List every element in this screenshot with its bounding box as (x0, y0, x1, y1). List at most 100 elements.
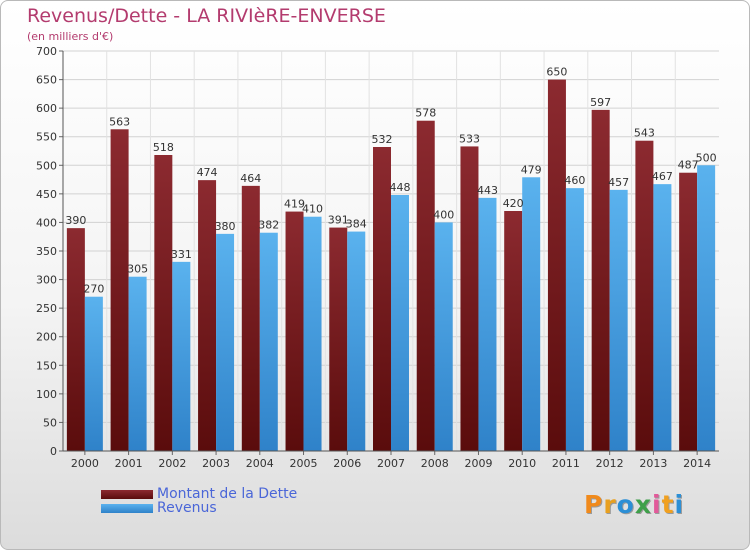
x-tick-label-2008: 2008 (421, 457, 449, 470)
bar-revenus-2014 (697, 165, 716, 452)
bar-dette-2009 (460, 146, 479, 451)
bar-revenus-2008 (434, 222, 453, 451)
label-dette-2009: 533 (459, 132, 480, 145)
proxiti-logo: Proxiti (584, 490, 685, 519)
y-tick-label: 200 (36, 331, 57, 344)
bar-revenus-2004 (259, 232, 278, 451)
y-axis: 0 50 100 150 200 250 300 350 400 450 500 550 600 650 7… (36, 45, 64, 458)
bar-dette-2010 (504, 211, 523, 451)
x-tick-label-2013: 2013 (639, 457, 667, 470)
legend-swatch-dette (101, 490, 153, 499)
label-revenus-2010: 479 (521, 163, 542, 176)
y-tick-label: 500 (36, 159, 57, 172)
y-tick-label: 450 (36, 188, 57, 201)
bar-dette-2013 (635, 140, 654, 451)
legend-swatch-revenus (101, 504, 153, 513)
y-tick-label: 0 (50, 445, 57, 458)
x-tick-label-2007: 2007 (377, 457, 405, 470)
label-revenus-2005: 410 (302, 203, 323, 216)
label-dette-2005: 419 (284, 198, 305, 211)
bar-dette-2014 (679, 172, 698, 451)
y-tick-label: 400 (36, 216, 57, 229)
bar-dette-2005 (285, 211, 304, 451)
label-revenus-2004: 382 (258, 219, 279, 232)
bar-dette-2008 (416, 120, 435, 451)
x-tick-label-2002: 2002 (158, 457, 186, 470)
x-tick-label-2001: 2001 (115, 457, 143, 470)
label-dette-2014: 487 (678, 159, 699, 172)
bar-revenus-2005 (303, 216, 322, 451)
y-tick-label: 600 (36, 102, 57, 115)
label-dette-2003: 474 (197, 166, 218, 179)
bar-revenus-2013 (653, 184, 672, 451)
bar-dette-2003 (198, 180, 217, 451)
x-tick-label-2006: 2006 (333, 457, 361, 470)
label-dette-2010: 420 (503, 197, 524, 210)
legend-label-revenus: Revenus (157, 500, 217, 516)
label-revenus-2008: 400 (433, 208, 454, 221)
label-revenus-2000: 270 (83, 283, 104, 296)
y-tick-label: 700 (36, 45, 57, 58)
bar-revenus-2002 (172, 261, 191, 451)
bar-dette-2006 (329, 227, 348, 451)
bar-revenus-2009 (478, 197, 497, 451)
y-tick-label: 300 (36, 274, 57, 287)
bar-revenus-2006 (347, 231, 366, 451)
label-revenus-2007: 448 (390, 181, 411, 194)
bar-dette-2007 (373, 147, 391, 451)
label-revenus-2012: 457 (608, 176, 629, 189)
y-tick-label: 350 (36, 245, 57, 258)
legend-label-dette: Montant de la Dette (157, 486, 298, 502)
bar-revenus-2007 (391, 195, 409, 451)
x-tick-label-2010: 2010 (508, 457, 536, 470)
bar-revenus-2012 (609, 189, 628, 451)
label-revenus-2002: 331 (171, 248, 192, 261)
x-tick-label-2009: 2009 (464, 457, 492, 470)
y-tick-label: 50 (43, 416, 57, 429)
label-revenus-2009: 443 (477, 184, 498, 197)
x-tick-label-2014: 2014 (683, 457, 711, 470)
y-tick-label: 650 (36, 74, 57, 87)
label-revenus-2014: 500 (696, 151, 717, 164)
label-dette-2000: 390 (65, 214, 86, 227)
x-tick-label-2004: 2004 (246, 457, 274, 470)
label-dette-2012: 597 (590, 96, 611, 109)
x-axis: 2000 2001 2002 2003 2004 2005 2006 2007 2008 2009… (63, 450, 719, 470)
bar-dette-2002 (154, 155, 173, 451)
y-tick-label: 100 (36, 388, 57, 401)
y-tick-label: 150 (36, 359, 57, 372)
bar-dette-2000 (66, 228, 85, 451)
bars (66, 79, 716, 452)
x-tick-label-2000: 2000 (71, 457, 99, 470)
bar-revenus-2010 (522, 177, 541, 452)
x-tick-label-2003: 2003 (202, 457, 230, 470)
label-dette-2008: 578 (415, 107, 436, 120)
bar-dette-2004 (241, 185, 260, 451)
x-tick-label-2011: 2011 (552, 457, 580, 470)
y-tick-label: 550 (36, 131, 57, 144)
label-dette-2001: 563 (109, 115, 130, 128)
label-dette-2002: 518 (153, 141, 174, 154)
label-dette-2011: 650 (546, 66, 567, 79)
bar-dette-2012 (591, 109, 610, 451)
bar-revenus-2003 (216, 233, 235, 451)
bar-revenus-2000 (84, 296, 103, 451)
chart-subtitle: (en milliers d'€) (27, 30, 114, 43)
label-dette-2013: 543 (634, 127, 655, 140)
label-revenus-2006: 384 (346, 218, 367, 231)
bar-revenus-2011 (565, 188, 584, 451)
chart-title: Revenus/Dette - LA RIVIèRE-ENVERSE (27, 5, 386, 27)
label-dette-2004: 464 (240, 172, 261, 185)
x-tick-label-2012: 2012 (596, 457, 624, 470)
bar-dette-2001 (110, 129, 129, 452)
label-revenus-2013: 467 (652, 170, 673, 183)
label-dette-2007: 532 (372, 133, 393, 146)
bar-dette-2011 (547, 79, 566, 452)
label-dette-2006: 391 (328, 214, 349, 227)
bar-revenus-2001 (128, 276, 147, 451)
label-revenus-2003: 380 (215, 220, 236, 233)
label-revenus-2011: 460 (564, 174, 585, 187)
